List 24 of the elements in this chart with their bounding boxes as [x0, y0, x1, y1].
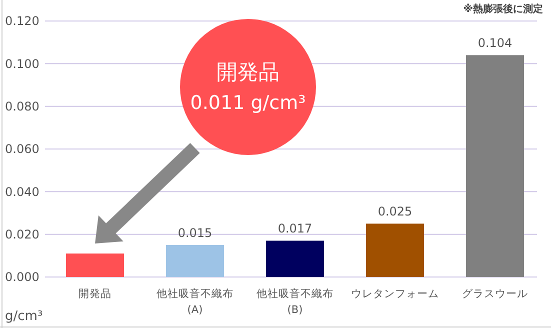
text: ※熱膨張後に測定 — [463, 3, 543, 15]
bar — [166, 245, 224, 277]
bar — [366, 224, 424, 277]
x-tick-label: 開発品 — [78, 288, 112, 300]
y-tick-label: 0.040 — [5, 184, 40, 199]
data-label: 0.104 — [478, 36, 512, 50]
bar — [466, 55, 524, 277]
y-tick-label: 0.120 — [5, 14, 40, 28]
data-label: 0.017 — [278, 222, 312, 236]
y-tick-label: 0.000 — [5, 270, 40, 284]
y-tick-label: 0.060 — [5, 142, 40, 156]
y-tick-label: 0.020 — [5, 228, 40, 242]
y-tick-label: 0.080 — [5, 100, 40, 114]
data-label: 0.015 — [178, 226, 212, 240]
y-tick-label: 0.100 — [5, 56, 40, 71]
data-label: 0.025 — [378, 204, 412, 219]
annotation: 開発品 0.011 g/cm³ — [190, 60, 306, 114]
y-axis-title: g/cm³ — [5, 309, 43, 324]
x-tick-label: 他社吸音不織布 (B) — [256, 287, 334, 316]
x-tick-label: グラスウール — [462, 288, 528, 300]
bar — [66, 254, 124, 277]
bar — [266, 240, 324, 277]
x-tick-label: ウレタンフォーム — [351, 288, 439, 300]
x-tick-label: 他社吸音不織布 (A) — [156, 287, 234, 316]
